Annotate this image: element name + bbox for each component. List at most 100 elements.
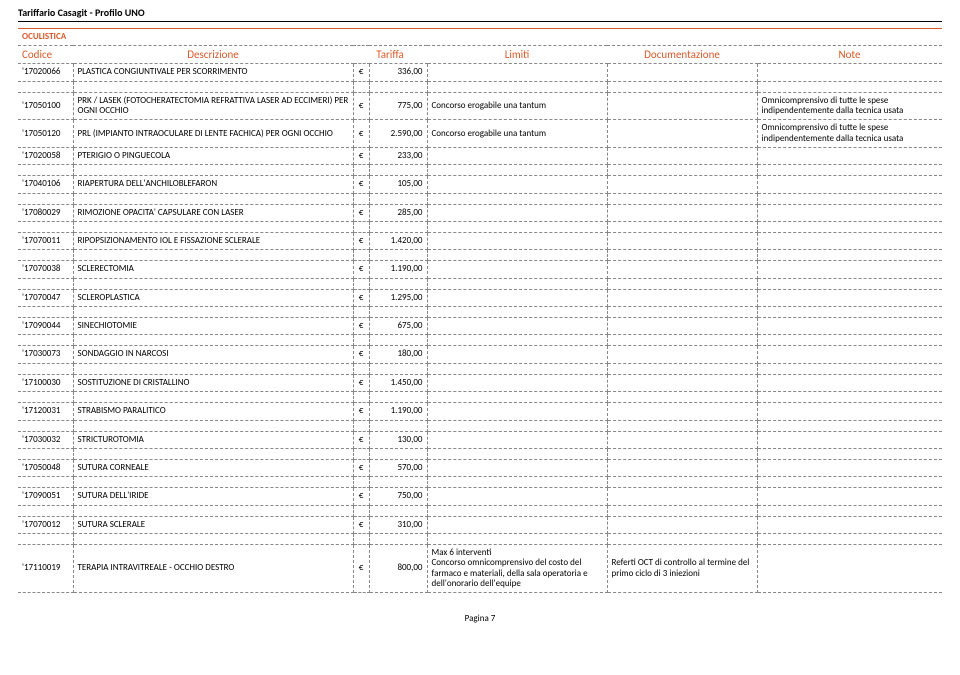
cell-tariffa: 233,00 bbox=[369, 148, 427, 165]
th-descrizione: Descrizione bbox=[73, 46, 353, 64]
cell-tariffa: 310,00 bbox=[369, 516, 427, 533]
cell-desc: RIPOPSIZIONAMENTO IOL E FISSAZIONE SCLER… bbox=[73, 233, 353, 250]
cell-code: '17070047 bbox=[18, 289, 73, 306]
table-row: '17050048SUTURA CORNEALE€570,00 bbox=[18, 459, 942, 476]
spacer-cell bbox=[757, 335, 942, 346]
spacer-cell bbox=[757, 448, 942, 459]
spacer-cell bbox=[757, 165, 942, 176]
spacer-cell bbox=[757, 278, 942, 289]
spacer-cell bbox=[73, 448, 353, 459]
spacer-cell bbox=[353, 392, 369, 403]
cell-desc: SOSTITUZIONE DI CRISTALLINO bbox=[73, 374, 353, 391]
cell-limiti bbox=[427, 488, 607, 505]
table-row: '17070047SCLEROPLASTICA€1.295,00 bbox=[18, 289, 942, 306]
cell-tariffa: 750,00 bbox=[369, 488, 427, 505]
table-row: '17020058PTERIGIO O PINGUECOLA€233,00 bbox=[18, 148, 942, 165]
cell-doc bbox=[607, 261, 757, 278]
cell-limiti bbox=[427, 403, 607, 420]
cell-currency: € bbox=[353, 544, 369, 592]
table-row: '17070011RIPOPSIZIONAMENTO IOL E FISSAZI… bbox=[18, 233, 942, 250]
doc-title: Tariffario Casagit - Profilo UNO bbox=[18, 6, 942, 22]
cell-currency: € bbox=[353, 148, 369, 165]
spacer-cell bbox=[353, 81, 369, 92]
spacer-cell bbox=[607, 165, 757, 176]
cell-code: '17040106 bbox=[18, 176, 73, 193]
table-row: '17090044SINECHIOTOMIE€675,00 bbox=[18, 318, 942, 335]
cell-currency: € bbox=[353, 176, 369, 193]
cell-limiti bbox=[427, 516, 607, 533]
cell-limiti bbox=[427, 261, 607, 278]
cell-doc bbox=[607, 459, 757, 476]
th-note: Note bbox=[757, 46, 942, 64]
spacer-cell bbox=[369, 81, 427, 92]
spacer-cell bbox=[18, 222, 73, 233]
spacer-cell bbox=[757, 81, 942, 92]
spacer-cell bbox=[73, 222, 353, 233]
spacer-cell bbox=[757, 392, 942, 403]
th-tariffa: Tariffa bbox=[353, 46, 427, 64]
cell-limiti bbox=[427, 233, 607, 250]
spacer-row bbox=[18, 335, 942, 346]
cell-currency: € bbox=[353, 318, 369, 335]
spacer-cell bbox=[607, 193, 757, 204]
cell-currency: € bbox=[353, 488, 369, 505]
spacer-cell bbox=[607, 307, 757, 318]
cell-desc: PRL (IMPIANTO INTRAOCULARE DI LENTE FACH… bbox=[73, 120, 353, 148]
spacer-cell bbox=[73, 363, 353, 374]
cell-desc: PLASTICA CONGIUNTIVALE PER SCORRIMENTO bbox=[73, 64, 353, 81]
cell-note bbox=[757, 516, 942, 533]
cell-tariffa: 570,00 bbox=[369, 459, 427, 476]
spacer-cell bbox=[757, 250, 942, 261]
table-row: '17070012SUTURA SCLERALE€310,00 bbox=[18, 516, 942, 533]
cell-limiti bbox=[427, 346, 607, 363]
table-row: '17050100PRK / LASEK (FOTOCHERATECTOMIA … bbox=[18, 92, 942, 120]
spacer-row bbox=[18, 307, 942, 318]
th-documentazione: Documentazione bbox=[607, 46, 757, 64]
spacer-row bbox=[18, 250, 942, 261]
cell-code: '17120031 bbox=[18, 403, 73, 420]
cell-code: '17100030 bbox=[18, 374, 73, 391]
cell-tariffa: 285,00 bbox=[369, 204, 427, 221]
cell-note bbox=[757, 374, 942, 391]
spacer-cell bbox=[73, 278, 353, 289]
th-limiti: Limiti bbox=[427, 46, 607, 64]
spacer-cell bbox=[73, 250, 353, 261]
cell-currency: € bbox=[353, 261, 369, 278]
cell-limiti bbox=[427, 459, 607, 476]
spacer-cell bbox=[73, 533, 353, 544]
spacer-cell bbox=[757, 533, 942, 544]
cell-code: '17080029 bbox=[18, 204, 73, 221]
cell-note: Omnicomprensivo di tutte le spese indipe… bbox=[757, 120, 942, 148]
cell-currency: € bbox=[353, 403, 369, 420]
cell-code: '17030073 bbox=[18, 346, 73, 363]
cell-note bbox=[757, 346, 942, 363]
spacer-cell bbox=[607, 420, 757, 431]
spacer-cell bbox=[18, 278, 73, 289]
cell-currency: € bbox=[353, 459, 369, 476]
spacer-cell bbox=[369, 278, 427, 289]
table-row: '17070038SCLERECTOMIA€1.190,00 bbox=[18, 261, 942, 278]
cell-limiti bbox=[427, 374, 607, 391]
spacer-cell bbox=[73, 81, 353, 92]
cell-desc: RIMOZIONE OPACITA' CAPSULARE CON LASER bbox=[73, 204, 353, 221]
cell-currency: € bbox=[353, 346, 369, 363]
cell-doc: Referti OCT di controllo al termine del … bbox=[607, 544, 757, 592]
spacer-cell bbox=[757, 505, 942, 516]
cell-doc bbox=[607, 148, 757, 165]
spacer-cell bbox=[369, 420, 427, 431]
cell-currency: € bbox=[353, 204, 369, 221]
spacer-cell bbox=[353, 448, 369, 459]
spacer-cell bbox=[607, 505, 757, 516]
spacer-row bbox=[18, 392, 942, 403]
spacer-cell bbox=[427, 165, 607, 176]
cell-code: '17070012 bbox=[18, 516, 73, 533]
spacer-row bbox=[18, 477, 942, 488]
spacer-cell bbox=[73, 477, 353, 488]
spacer-cell bbox=[18, 477, 73, 488]
cell-doc bbox=[607, 92, 757, 120]
cell-doc bbox=[607, 431, 757, 448]
spacer-cell bbox=[427, 250, 607, 261]
cell-doc bbox=[607, 346, 757, 363]
th-codice: Codice bbox=[18, 46, 73, 64]
spacer-cell bbox=[607, 335, 757, 346]
